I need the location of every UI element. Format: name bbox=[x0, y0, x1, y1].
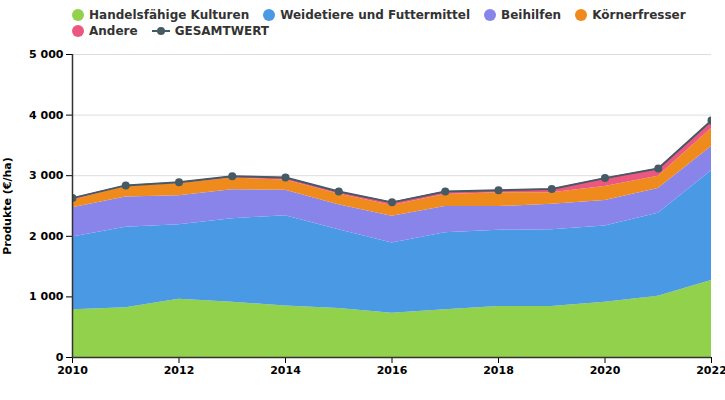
svg-text:0: 0 bbox=[56, 351, 64, 364]
svg-text:2012: 2012 bbox=[164, 364, 195, 377]
svg-text:2018: 2018 bbox=[483, 364, 514, 377]
html-text:Handelsfähige Kulturen: Handelsfähige Kulturen bbox=[89, 8, 250, 22]
svg-text:3 000: 3 000 bbox=[29, 169, 64, 182]
svg-text:2016: 2016 bbox=[377, 364, 408, 377]
html-text:Körnerfresser: Körnerfresser bbox=[592, 8, 686, 22]
html-text:Andere: Andere bbox=[89, 24, 138, 38]
svg-text:Produkte (€/ha): Produkte (€/ha) bbox=[1, 157, 14, 255]
svg-text:2014: 2014 bbox=[270, 364, 301, 377]
svg-text:1 000: 1 000 bbox=[29, 290, 64, 303]
svg-text:2020: 2020 bbox=[590, 364, 621, 377]
svg-text:2022: 2022 bbox=[696, 364, 725, 377]
svg-text:4 000: 4 000 bbox=[29, 109, 64, 122]
svg-text:5 000: 5 000 bbox=[29, 48, 64, 61]
html-text:Weidetiere und Futtermittel: Weidetiere und Futtermittel bbox=[280, 8, 471, 22]
svg-text:2010: 2010 bbox=[57, 364, 88, 377]
html-text:GESAMTWERT: GESAMTWERT bbox=[174, 24, 270, 38]
html-text:Beihilfen: Beihilfen bbox=[501, 8, 562, 22]
svg-text:2 000: 2 000 bbox=[29, 230, 64, 243]
